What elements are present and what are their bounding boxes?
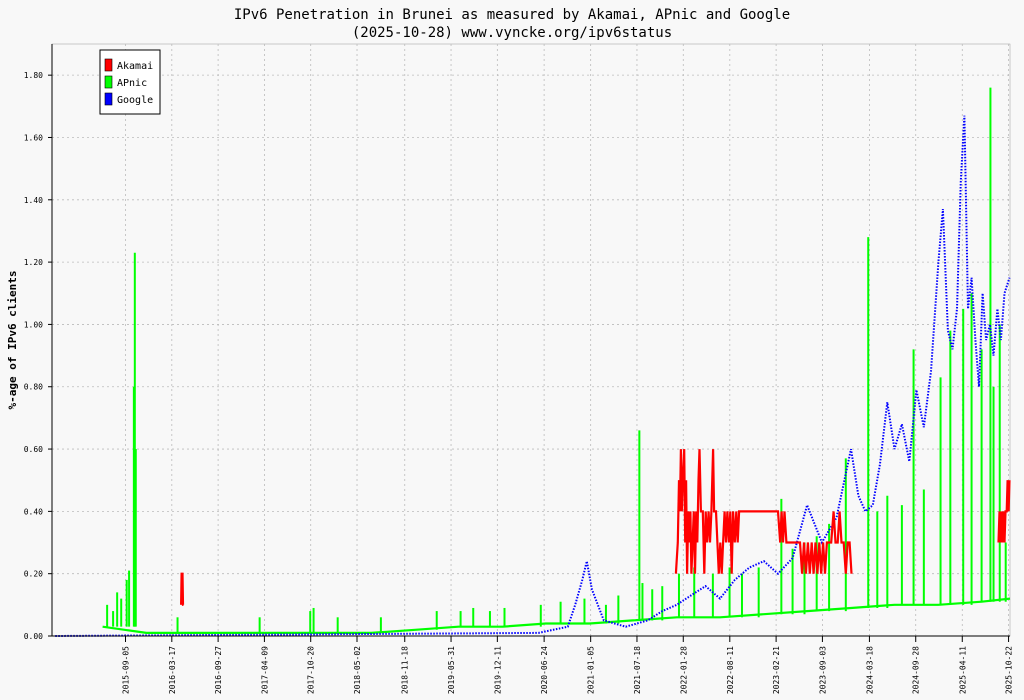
series-apnic-baseline	[102, 597, 1011, 634]
x-tick-label: 2021-07-18	[633, 646, 642, 694]
x-tick-label: 2018-11-18	[401, 646, 410, 694]
series-akamai-line	[180, 572, 185, 606]
x-tick-label: 2015-09-05	[122, 646, 131, 694]
axes: 0.00 0.20 0.40 0.60 0.80 1.00 1.20 1.40 1.60 1.80…	[24, 44, 1014, 694]
x-tick-label: 2021-01-05	[587, 646, 596, 694]
x-tick-label: 2024-09-28	[912, 646, 921, 694]
x-tick-label: 2024-03-18	[865, 646, 874, 694]
x-tick-label: 2025-04-11	[958, 646, 967, 694]
y-tick-label: 1.80	[24, 71, 43, 80]
x-tick-label: 2016-03-17	[168, 646, 177, 694]
x-tick-label: 2023-09-03	[818, 646, 827, 694]
x-tick-label: 2022-01-28	[679, 646, 688, 694]
y-tick-label: 0.20	[24, 570, 43, 579]
y-tick-label: 0.40	[24, 507, 43, 516]
chart-subtitle: (2025-10-28) www.vyncke.org/ipv6status	[352, 25, 672, 41]
grid	[51, 43, 1011, 637]
x-tick-label: 2022-08-11	[726, 646, 735, 694]
x-tick-label: 2018-05-02	[353, 646, 362, 694]
chart-title: IPv6 Penetration in Brunei as measured b…	[234, 7, 790, 23]
legend-swatch-google	[104, 92, 113, 106]
series-akamai-line	[674, 449, 853, 574]
series-google-line	[55, 115, 1011, 637]
y-tick-label: 1.40	[24, 196, 43, 205]
x-tick-label: 2025-10-22	[1005, 646, 1014, 694]
legend-swatch-akamai	[104, 58, 113, 72]
y-tick-label: 0.60	[24, 445, 43, 454]
x-tick-label: 2019-12-11	[493, 646, 502, 694]
y-tick-label: 1.60	[24, 133, 43, 142]
series-layer	[55, 87, 1011, 637]
y-axis-label: %-age of IPv6 clients	[6, 270, 19, 409]
legend: Akamai APnic Google	[99, 49, 161, 115]
y-tick-label: 1.00	[24, 320, 43, 329]
legend-label-google: Google	[117, 95, 153, 106]
y-tick-label: 0.80	[24, 383, 43, 392]
x-tick-label: 2017-10-20	[307, 646, 316, 694]
legend-label-apnic: APnic	[117, 78, 147, 89]
series-akamai-line	[997, 480, 1011, 543]
y-tick-label: 0.00	[24, 632, 43, 641]
x-tick-label: 2016-09-27	[214, 646, 223, 694]
x-tick-label: 2019-05-31	[447, 646, 456, 694]
x-tick-label: 2020-06-24	[540, 646, 549, 694]
x-tick-label: 2017-04-09	[260, 646, 269, 694]
x-tick-label: 2023-02-21	[772, 646, 781, 694]
legend-swatch-apnic	[104, 75, 113, 89]
legend-label-akamai: Akamai	[117, 61, 153, 72]
y-tick-label: 1.20	[24, 258, 43, 267]
